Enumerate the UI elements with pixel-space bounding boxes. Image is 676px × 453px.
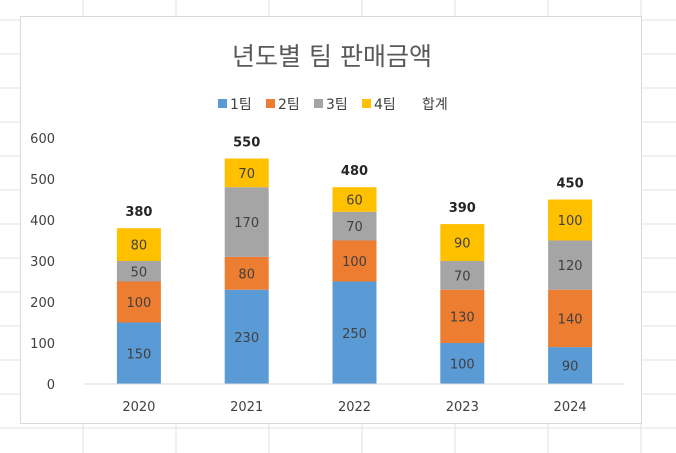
data-label-1-2024: 90 bbox=[562, 360, 579, 375]
chart-title: 년도별 팀 판매금액 bbox=[232, 42, 432, 71]
data-label-4-2024: 100 bbox=[558, 214, 583, 229]
x-tick-label: 2023 bbox=[446, 400, 479, 415]
y-tick-label: 500 bbox=[30, 173, 55, 188]
bar-segment-4-2024 bbox=[548, 199, 593, 241]
y-tick-label: 400 bbox=[30, 214, 55, 229]
data-label-2-2023: 130 bbox=[450, 310, 475, 325]
chart-area[interactable]: 년도별 팀 판매금액 1팀 2팀 3팀 4팀 합계 0 100 200 300 400 500 60… bbox=[20, 16, 642, 424]
bar-segment-3-2023 bbox=[440, 261, 485, 290]
bar-segment-3-2021 bbox=[224, 187, 269, 257]
y-tick-label: 300 bbox=[30, 255, 55, 270]
legend-label-total: 합계 bbox=[422, 97, 448, 113]
bar-segment-2-2023 bbox=[440, 289, 485, 343]
x-axis: 2020 2021 2022 2023 2024 bbox=[85, 383, 624, 415]
y-tick-label: 0 bbox=[47, 378, 55, 393]
bar-segment-1-2024 bbox=[548, 347, 593, 384]
data-label-3-2023: 70 bbox=[454, 269, 471, 284]
bar-segment-1-2020 bbox=[116, 322, 161, 384]
bar-segment-4-2021 bbox=[224, 158, 269, 188]
y-tick-label: 600 bbox=[30, 132, 55, 147]
legend-swatch-4 bbox=[362, 99, 371, 108]
data-label-3-2022: 70 bbox=[346, 220, 363, 235]
legend-swatch-3 bbox=[314, 99, 323, 108]
legend-label-1: 1팀 bbox=[230, 97, 252, 113]
bar-segment-4-2022 bbox=[332, 187, 377, 212]
bar-segment-2-2022 bbox=[332, 240, 377, 282]
bar-segment-3-2020 bbox=[116, 261, 161, 282]
data-label-2-2024: 140 bbox=[558, 312, 583, 327]
total-label-2024: 450 bbox=[557, 177, 584, 192]
bar-segment-1-2023 bbox=[440, 343, 485, 384]
bar-segment-1-2022 bbox=[332, 281, 377, 384]
data-label-3-2021: 170 bbox=[234, 216, 259, 231]
x-tick-label: 2020 bbox=[122, 400, 155, 415]
data-label-4-2021: 70 bbox=[238, 167, 255, 182]
x-tick-label: 2022 bbox=[338, 400, 371, 415]
data-label-1-2020: 150 bbox=[126, 347, 151, 362]
total-label-2022: 480 bbox=[341, 164, 368, 179]
x-tick-label: 2021 bbox=[230, 400, 263, 415]
total-label-2020: 380 bbox=[125, 205, 152, 220]
data-label-4-2023: 90 bbox=[454, 237, 471, 252]
bar-segment-2-2024 bbox=[548, 289, 593, 348]
y-axis: 0 100 200 300 400 500 600 bbox=[30, 132, 55, 393]
legend: 1팀 2팀 3팀 4팀 합계 bbox=[218, 97, 448, 113]
data-label-4-2022: 60 bbox=[346, 194, 363, 209]
legend-label-4: 4팀 bbox=[374, 97, 396, 113]
total-label-2023: 390 bbox=[449, 201, 476, 216]
legend-swatch-2 bbox=[266, 99, 275, 108]
y-tick-label: 100 bbox=[30, 337, 55, 352]
bar-segment-2-2021 bbox=[224, 256, 269, 290]
y-tick-label: 200 bbox=[30, 296, 55, 311]
total-label-2021: 550 bbox=[233, 136, 260, 151]
bars: 150 100 50 80 380 230 80 170 70 550 250 100 70 60 480 1… bbox=[116, 136, 593, 384]
data-label-1-2022: 250 bbox=[342, 327, 367, 342]
data-label-3-2020: 50 bbox=[131, 265, 148, 280]
bar-segment-3-2022 bbox=[332, 211, 377, 241]
bar-segment-3-2024 bbox=[548, 240, 593, 290]
stacked-bar-chart: 년도별 팀 판매금액 1팀 2팀 3팀 4팀 합계 0 100 200 300 400 500 60… bbox=[30, 42, 624, 415]
data-label-2-2020: 100 bbox=[126, 296, 151, 311]
bar-segment-2-2020 bbox=[116, 281, 161, 323]
bar-segment-4-2020 bbox=[116, 228, 161, 261]
x-tick-label: 2024 bbox=[554, 400, 587, 415]
bar-segment-1-2021 bbox=[224, 289, 269, 384]
legend-swatch-1 bbox=[218, 99, 227, 108]
data-label-1-2021: 230 bbox=[234, 331, 259, 346]
bar-segment-4-2023 bbox=[440, 224, 485, 261]
data-label-4-2020: 80 bbox=[131, 239, 148, 254]
data-label-3-2024: 120 bbox=[558, 259, 583, 274]
data-label-2-2021: 80 bbox=[238, 267, 255, 282]
legend-label-2: 2팀 bbox=[278, 97, 300, 113]
data-label-1-2023: 100 bbox=[450, 358, 475, 373]
data-label-2-2022: 100 bbox=[342, 255, 367, 270]
legend-label-3: 3팀 bbox=[326, 97, 348, 113]
